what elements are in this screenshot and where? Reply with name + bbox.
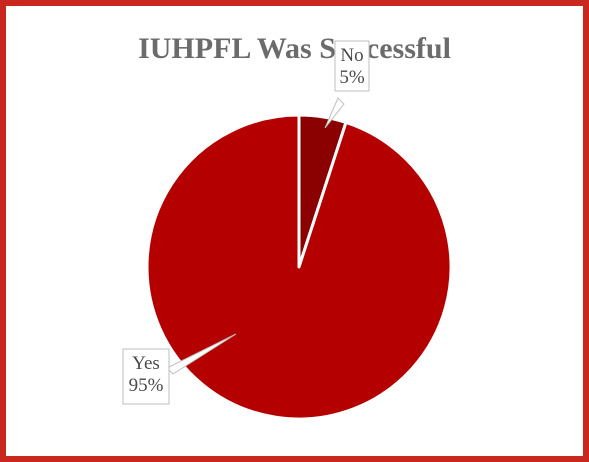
label-box [334,40,370,92]
slice-category-label: No [340,45,363,66]
slice-percent-label: 5% [339,67,365,88]
label-leader [324,97,345,129]
chart-title: IUHPFL Was Successful [138,32,451,65]
slice-category-label: Yes [132,353,160,374]
slice-percent-label: 95% [129,375,164,396]
pie-slice-yes [145,113,453,421]
pie-slices [145,113,453,421]
label-leader [166,333,237,375]
label-box [122,348,170,405]
data-label-no: No5% [324,40,370,129]
